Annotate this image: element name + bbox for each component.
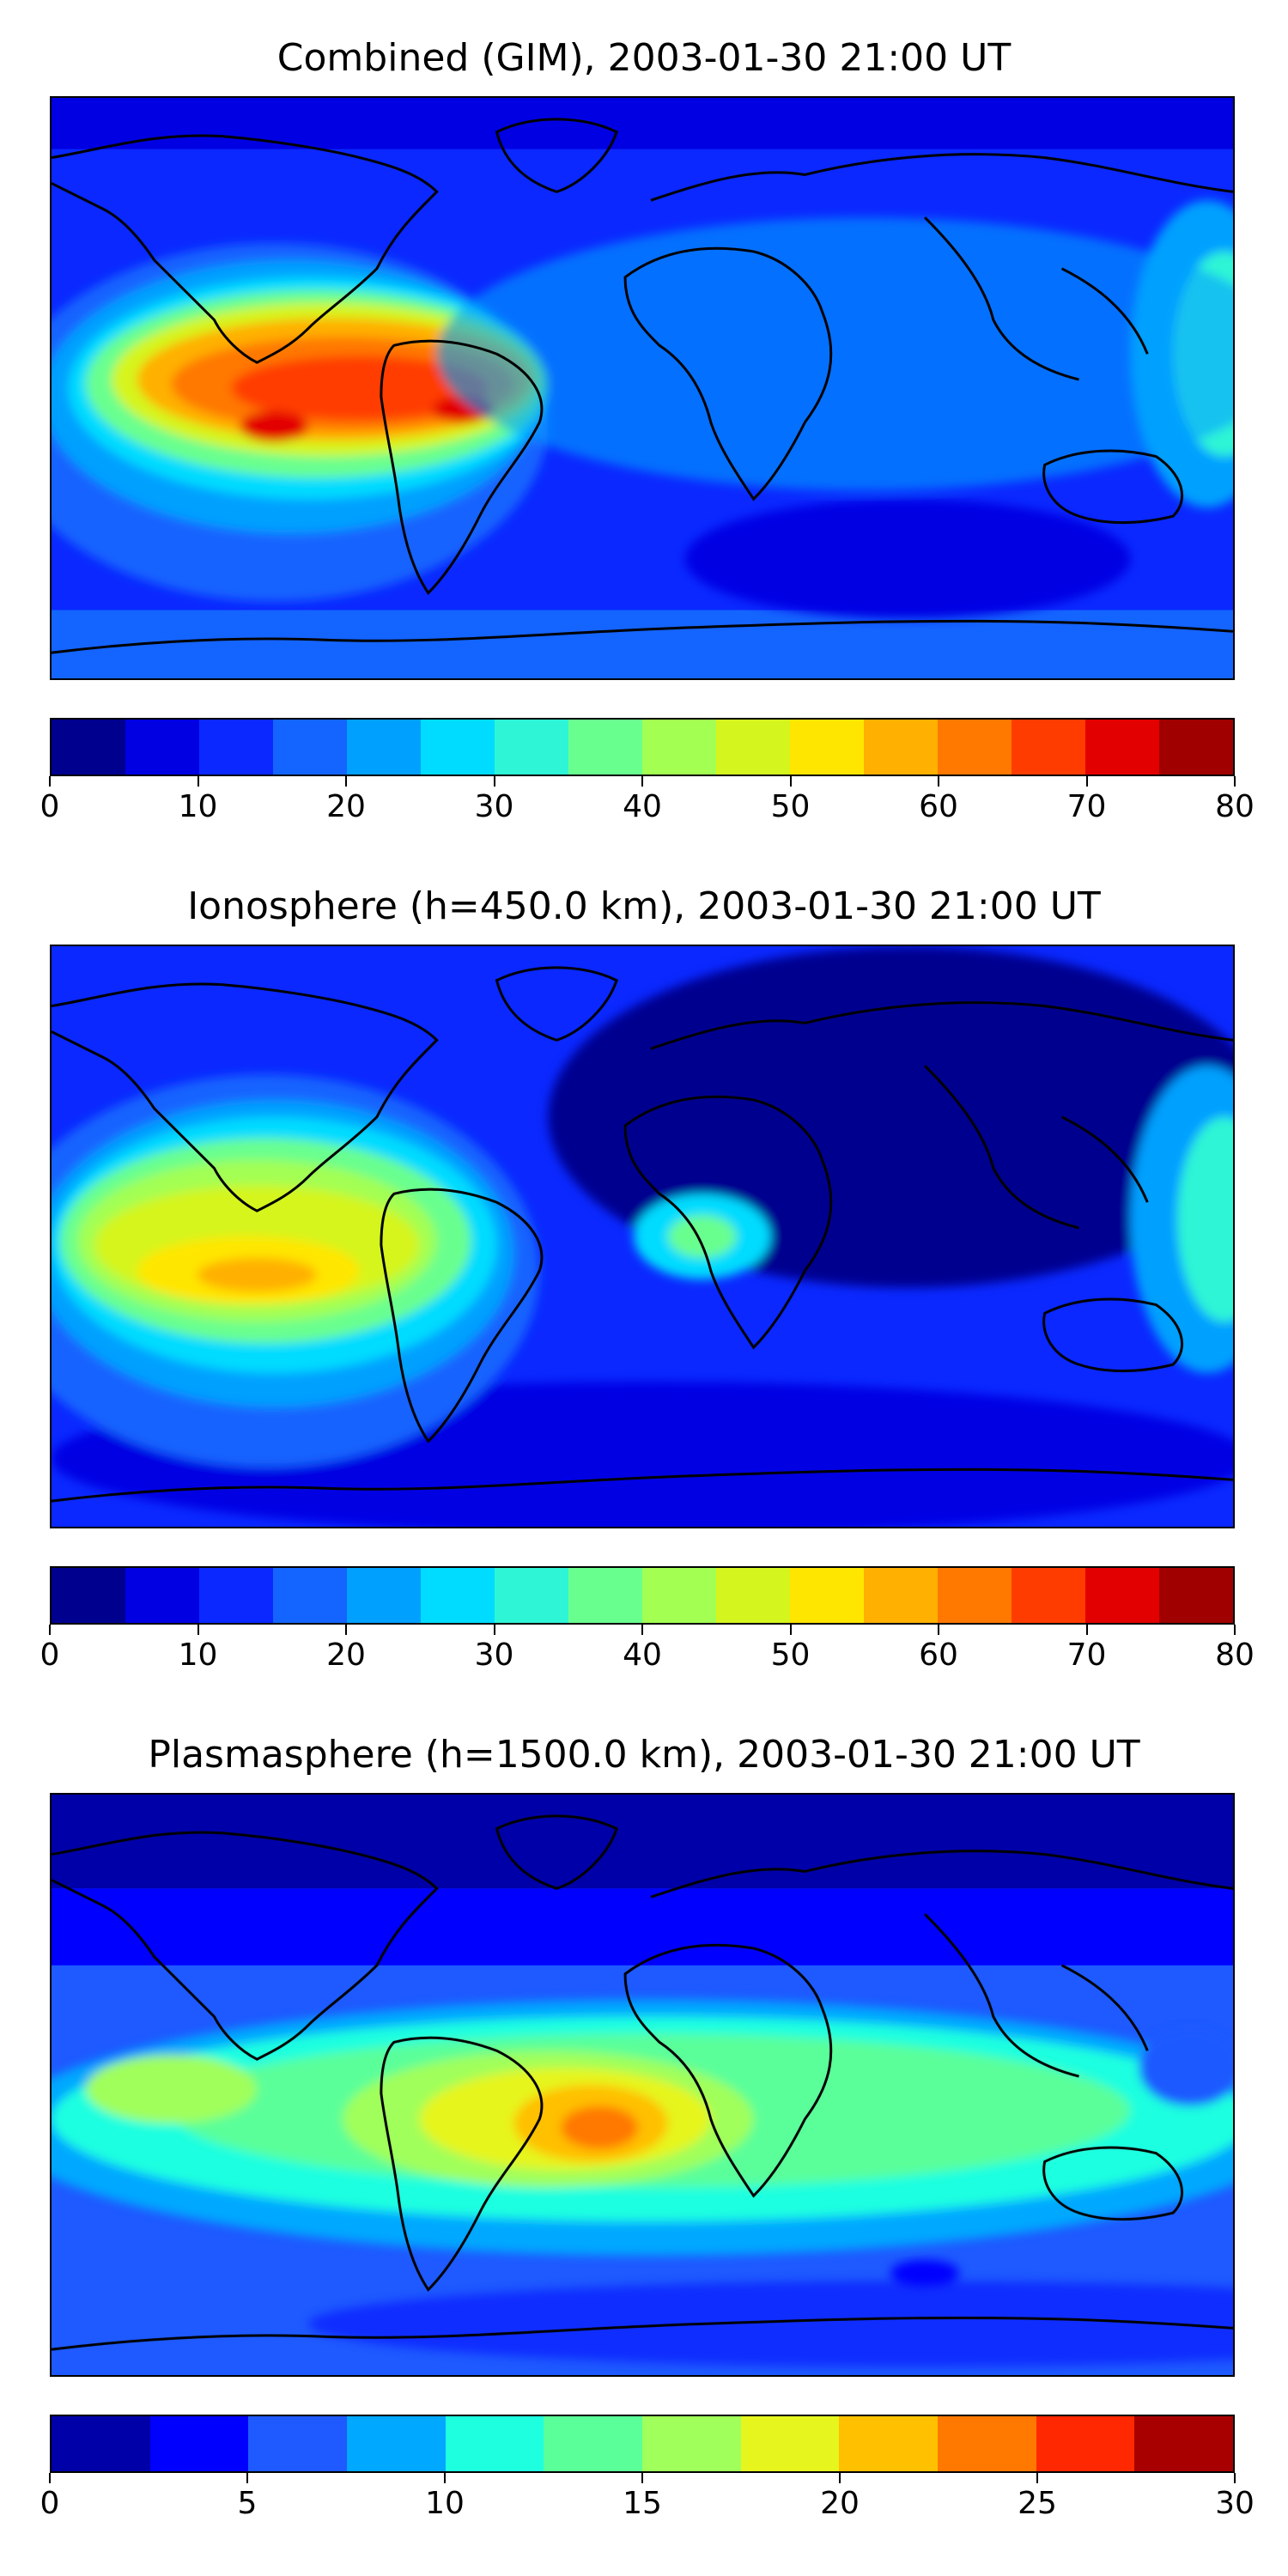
combined-colorbar-ticks: 0 10 20 30 40 50 60 70 80 bbox=[40, 776, 1255, 828]
colorbar-segment bbox=[347, 720, 421, 775]
colorbar-segment bbox=[568, 720, 642, 775]
colorbar-tick-label: 80 bbox=[1215, 789, 1255, 824]
colorbar-tick-label: 5 bbox=[237, 2486, 258, 2521]
combined-map bbox=[50, 96, 1235, 680]
colorbar-tick-label: 70 bbox=[1066, 1637, 1107, 1673]
colorbar-segment bbox=[445, 2416, 544, 2471]
colorbar-tick-label: 30 bbox=[474, 1637, 514, 1673]
colorbar-segment bbox=[716, 1568, 790, 1623]
colorbar-tick-label: 50 bbox=[770, 789, 811, 824]
colorbar-segment bbox=[52, 1568, 125, 1623]
colorbar-segment bbox=[839, 2416, 939, 2471]
colorbar-segment bbox=[642, 2416, 741, 2471]
colorbar-segment bbox=[125, 720, 199, 775]
plasmasphere-colorbar bbox=[50, 2415, 1235, 2473]
plasmasphere-colorbar-ticks: 0 5 10 15 20 25 30 bbox=[40, 2473, 1255, 2524]
colorbar-tick-label: 30 bbox=[1215, 2486, 1255, 2521]
colorbar-tick-label: 50 bbox=[770, 1637, 811, 1673]
colorbar-segment bbox=[347, 2416, 446, 2471]
colorbar-segment bbox=[740, 2416, 840, 2471]
colorbar-segment bbox=[199, 720, 273, 775]
colorbar-tick-label: 20 bbox=[326, 789, 366, 824]
colorbar-segment bbox=[938, 1568, 1012, 1623]
colorbar-segment bbox=[421, 720, 495, 775]
colorbar-segment bbox=[1159, 1568, 1233, 1623]
ionosphere-title: Ionosphere (h=450.0 km), 2003-01-30 21:0… bbox=[187, 884, 1101, 928]
colorbar-segment bbox=[1085, 1568, 1159, 1623]
colorbar-segment bbox=[544, 2416, 643, 2471]
colorbar-segment bbox=[52, 720, 125, 775]
colorbar-segment bbox=[273, 720, 347, 775]
colorbar-segment bbox=[642, 1568, 716, 1623]
plasmasphere-title: Plasmasphere (h=1500.0 km), 2003-01-30 2… bbox=[148, 1733, 1140, 1777]
colorbar-segment bbox=[52, 2416, 150, 2471]
colorbar-tick-label: 10 bbox=[425, 2486, 465, 2521]
colorbar-segment bbox=[790, 720, 864, 775]
plasmasphere-panel: Plasmasphere (h=1500.0 km), 2003-01-30 2… bbox=[0, 1717, 1288, 2576]
colorbar-tick-label: 60 bbox=[919, 1637, 958, 1673]
colorbar-segment bbox=[495, 1568, 568, 1623]
ionosphere-colorbar-ticks: 0 10 20 30 40 50 60 70 80 bbox=[40, 1625, 1255, 1676]
colorbar-tick-label: 40 bbox=[623, 789, 662, 824]
combined-colorbar bbox=[50, 718, 1235, 776]
colorbar-segment bbox=[1085, 720, 1159, 775]
colorbar-segment bbox=[1012, 1568, 1085, 1623]
colorbar-tick-label: 80 bbox=[1215, 1637, 1255, 1673]
colorbar-tick-label: 20 bbox=[820, 2486, 860, 2521]
colorbar-segment bbox=[1159, 720, 1233, 775]
colorbar-tick-label: 40 bbox=[623, 1637, 662, 1673]
colorbar-tick-label: 30 bbox=[474, 789, 514, 824]
colorbar-segment bbox=[421, 1568, 495, 1623]
colorbar-segment bbox=[495, 720, 568, 775]
colorbar-segment bbox=[568, 1568, 642, 1623]
colorbar-tick-label: 0 bbox=[39, 1637, 60, 1673]
colorbar-segment bbox=[199, 1568, 273, 1623]
colorbar-segment bbox=[938, 720, 1012, 775]
ionosphere-map bbox=[50, 945, 1235, 1528]
colorbar-segment bbox=[347, 1568, 421, 1623]
colorbar-tick-label: 10 bbox=[178, 789, 218, 824]
colorbar-tick-label: 10 bbox=[178, 1637, 218, 1673]
colorbar-tick-label: 0 bbox=[39, 789, 60, 824]
colorbar-segment bbox=[716, 720, 790, 775]
colorbar-segment bbox=[1036, 2416, 1135, 2471]
colorbar-segment bbox=[642, 720, 716, 775]
colorbar-tick-label: 0 bbox=[39, 2486, 60, 2521]
colorbar-segment bbox=[273, 1568, 347, 1623]
ionosphere-panel: Ionosphere (h=450.0 km), 2003-01-30 21:0… bbox=[0, 859, 1288, 1717]
combined-panel: Combined (GIM), 2003-01-30 21:00 UT bbox=[0, 0, 1288, 859]
colorbar-tick-label: 70 bbox=[1066, 789, 1107, 824]
colorbar-segment bbox=[149, 2416, 249, 2471]
colorbar-segment bbox=[864, 1568, 938, 1623]
ionosphere-colorbar bbox=[50, 1566, 1235, 1625]
plasmasphere-map bbox=[50, 1793, 1235, 2377]
colorbar-segment bbox=[938, 2416, 1036, 2471]
colorbar-tick-label: 20 bbox=[326, 1637, 366, 1673]
colorbar-segment bbox=[1134, 2416, 1234, 2471]
colorbar-tick-label: 60 bbox=[919, 789, 958, 824]
colorbar-segment bbox=[125, 1568, 199, 1623]
colorbar-tick-label: 15 bbox=[623, 2486, 662, 2521]
colorbar-segment bbox=[790, 1568, 864, 1623]
colorbar-segment bbox=[1012, 720, 1085, 775]
colorbar-tick-label: 25 bbox=[1018, 2486, 1057, 2521]
colorbar-segment bbox=[248, 2416, 348, 2471]
combined-title: Combined (GIM), 2003-01-30 21:00 UT bbox=[276, 36, 1012, 80]
colorbar-segment bbox=[864, 720, 938, 775]
